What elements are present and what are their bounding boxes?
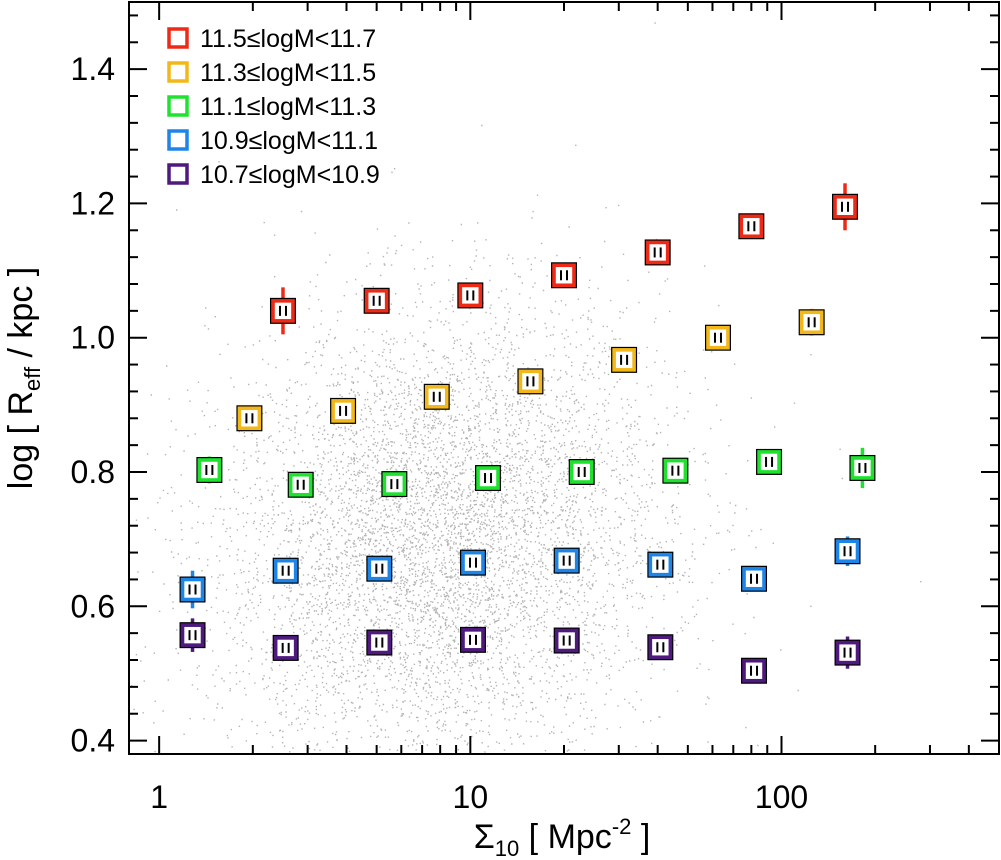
data-point (757, 450, 781, 474)
data-point (273, 636, 298, 660)
data-point (554, 548, 579, 573)
series-2 (196, 447, 876, 498)
data-point (742, 658, 766, 683)
data-point (461, 628, 485, 652)
series-4 (179, 618, 861, 684)
data-point (331, 399, 355, 423)
legend-swatch (167, 129, 189, 151)
series-0 (269, 183, 859, 335)
data-point (663, 458, 688, 483)
y-tick-label: 0.4 (71, 723, 115, 759)
data-point (833, 194, 857, 219)
data-point (273, 558, 298, 583)
y-tick-label: 1.4 (71, 51, 115, 87)
data-point (706, 325, 730, 350)
legend: 11.5≤logM<11.7 11.3≤logM<11.5 11.1≤logM<11… (167, 25, 380, 189)
x-tick-label: 10 (453, 779, 489, 815)
data-point (648, 552, 673, 577)
data-point (742, 566, 766, 591)
y-tick-label: 1.0 (71, 320, 115, 356)
data-point (739, 214, 764, 239)
data-series (179, 183, 876, 684)
data-point (288, 472, 313, 497)
data-point (552, 263, 576, 288)
data-point (850, 456, 875, 480)
data-point (364, 288, 389, 313)
axes: 1 10 100 0.4 0.6 0.8 1.0 1.2 1.4 (71, 2, 1000, 815)
y-axis-title: log [ Reff / kpc ] (2, 267, 45, 489)
y-tick-label: 0.8 (71, 454, 115, 490)
data-point (648, 635, 673, 660)
legend-swatch (167, 27, 189, 49)
legend-swatch (167, 163, 189, 185)
data-point (645, 240, 670, 265)
data-point (424, 384, 449, 409)
legend-label: 11.5≤logM<11.7 (200, 25, 376, 53)
legend-label: 10.9≤logM<11.1 (200, 127, 378, 155)
data-point (612, 348, 636, 372)
legend-label: 11.1≤logM<11.3 (200, 93, 376, 121)
data-point (367, 556, 392, 581)
legend-label: 10.7≤logM<10.9 (200, 161, 380, 189)
data-point (180, 623, 205, 647)
data-point (518, 369, 543, 394)
data-point (197, 458, 222, 482)
data-point (382, 472, 407, 496)
data-point (476, 466, 500, 490)
x-axis-title: Σ10 [ Mpc-2 ] (474, 814, 651, 860)
y-tick-label: 1.2 (71, 185, 115, 221)
series-1 (236, 308, 825, 432)
data-point (799, 310, 824, 335)
legend-swatch (167, 61, 189, 83)
legend-swatch (167, 95, 189, 117)
data-point (461, 550, 485, 575)
data-point (458, 283, 483, 308)
data-point (835, 640, 860, 665)
x-tick-label: 100 (755, 779, 808, 815)
data-point (569, 460, 594, 484)
y-tick-label: 0.6 (71, 588, 115, 624)
legend-label: 11.3≤logM<11.5 (200, 59, 376, 87)
data-point (237, 406, 262, 431)
data-point (180, 577, 205, 602)
series-3 (179, 536, 861, 609)
data-point (367, 630, 392, 655)
data-point (271, 299, 295, 323)
x-tick-label: 1 (150, 779, 168, 815)
data-point (554, 628, 579, 653)
data-point (835, 539, 860, 564)
